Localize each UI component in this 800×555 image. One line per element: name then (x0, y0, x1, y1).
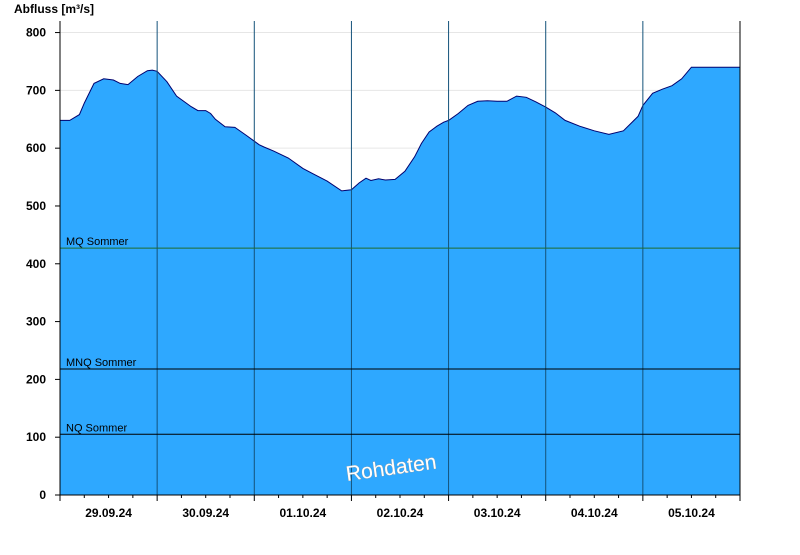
ref-label-0: MQ Sommer (66, 236, 129, 248)
x-tick-label-6: 05.10.24 (668, 506, 715, 520)
discharge-fill (60, 67, 740, 495)
x-ticks: 29.09.24 30.09.24 01.10.24 02.10.24 03.10.24… (59, 495, 741, 520)
y-tick-label-700: 700 (26, 83, 46, 97)
day-dividers (156, 21, 644, 495)
y-axis-label: Abfluss [m³/s] (14, 2, 94, 16)
y-tick-label-800: 800 (26, 26, 46, 40)
y-tick-label-400: 400 (26, 257, 46, 271)
ref-label-2: NQ Sommer (66, 422, 127, 434)
x-tick-label-5: 04.10.24 (571, 506, 618, 520)
y-ticks: 0 100 200 300 400 500 600 700 800 (26, 26, 60, 502)
y-tick-label-200: 200 (26, 372, 46, 386)
x-tick-label-2: 01.10.24 (279, 506, 326, 520)
x-tick-label-1: 30.09.24 (182, 506, 229, 520)
y-tick-label-500: 500 (26, 199, 46, 213)
y-tick-label-100: 100 (26, 430, 46, 444)
discharge-area (60, 66, 740, 495)
y-tick-label-300: 300 (26, 315, 46, 329)
discharge-line (60, 66, 740, 192)
x-tick-label-0: 29.09.24 (85, 506, 132, 520)
x-tick-label-3: 02.10.24 (377, 506, 424, 520)
y-tick-label-600: 600 (26, 141, 46, 155)
y-tick-label-0: 0 (39, 488, 46, 502)
x-tick-label-4: 03.10.24 (474, 506, 521, 520)
reference-lines: MQ Sommer MNQ Sommer NQ Sommer (60, 236, 740, 435)
ref-label-1: MNQ Sommer (66, 357, 137, 369)
